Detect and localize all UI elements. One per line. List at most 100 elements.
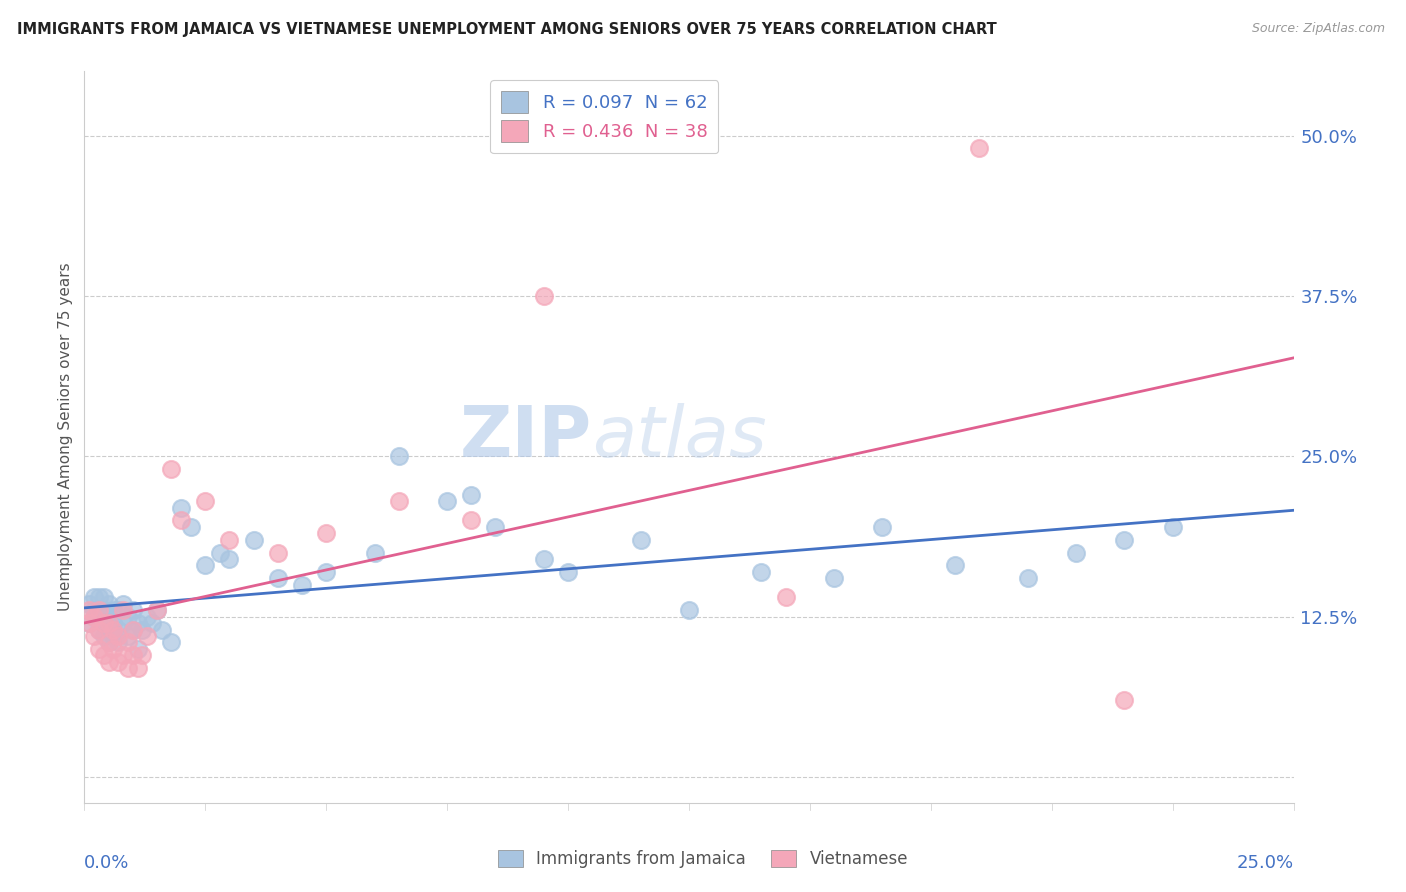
Point <box>194 558 217 573</box>
Point <box>943 558 966 573</box>
Point <box>315 526 337 541</box>
Point <box>83 591 105 605</box>
Point <box>117 661 139 675</box>
Point <box>97 623 120 637</box>
Point <box>93 616 115 631</box>
Point <box>267 545 290 559</box>
Point <box>103 616 125 631</box>
Point <box>103 623 125 637</box>
Point <box>107 635 129 649</box>
Point <box>267 571 290 585</box>
Point <box>97 609 120 624</box>
Point <box>460 488 482 502</box>
Point <box>77 616 100 631</box>
Point <box>112 597 135 611</box>
Point <box>77 616 100 631</box>
Point <box>484 520 506 534</box>
Point <box>150 623 173 637</box>
Point <box>112 648 135 663</box>
Point <box>107 623 129 637</box>
Point <box>107 603 129 617</box>
Point <box>775 591 797 605</box>
Point <box>678 603 700 617</box>
Point <box>97 597 120 611</box>
Point <box>83 609 105 624</box>
Point <box>751 565 773 579</box>
Point <box>823 571 845 585</box>
Point <box>1161 520 1184 534</box>
Point <box>1017 571 1039 585</box>
Point <box>388 450 411 464</box>
Point <box>117 629 139 643</box>
Point <box>121 623 143 637</box>
Point <box>131 648 153 663</box>
Point <box>93 591 115 605</box>
Point <box>107 629 129 643</box>
Point <box>194 494 217 508</box>
Point <box>83 609 105 624</box>
Point <box>97 635 120 649</box>
Text: 0.0%: 0.0% <box>84 854 129 872</box>
Point <box>93 616 115 631</box>
Point <box>533 552 555 566</box>
Point <box>1114 533 1136 547</box>
Point <box>208 545 231 559</box>
Point <box>87 603 110 617</box>
Point <box>83 629 105 643</box>
Point <box>291 577 314 591</box>
Point <box>160 635 183 649</box>
Point <box>557 565 579 579</box>
Point <box>180 520 202 534</box>
Point <box>93 603 115 617</box>
Point <box>97 616 120 631</box>
Point <box>117 635 139 649</box>
Point <box>131 623 153 637</box>
Point <box>436 494 458 508</box>
Point <box>97 655 120 669</box>
Point <box>170 514 193 528</box>
Text: 25.0%: 25.0% <box>1236 854 1294 872</box>
Point <box>107 655 129 669</box>
Point <box>388 494 411 508</box>
Point <box>160 462 183 476</box>
Legend: R = 0.097  N = 62, R = 0.436  N = 38: R = 0.097 N = 62, R = 0.436 N = 38 <box>491 80 718 153</box>
Point <box>127 661 149 675</box>
Point <box>87 623 110 637</box>
Point <box>1064 545 1087 559</box>
Point <box>112 616 135 631</box>
Point <box>103 603 125 617</box>
Point <box>103 641 125 656</box>
Point <box>136 609 159 624</box>
Point <box>363 545 385 559</box>
Point <box>87 591 110 605</box>
Point <box>77 603 100 617</box>
Point <box>170 500 193 515</box>
Point <box>103 629 125 643</box>
Point <box>87 603 110 617</box>
Point <box>87 641 110 656</box>
Point <box>117 609 139 624</box>
Text: atlas: atlas <box>592 402 766 472</box>
Point <box>136 629 159 643</box>
Point <box>218 552 240 566</box>
Point <box>146 603 169 617</box>
Point <box>141 616 163 631</box>
Point <box>315 565 337 579</box>
Point <box>87 623 110 637</box>
Y-axis label: Unemployment Among Seniors over 75 years: Unemployment Among Seniors over 75 years <box>58 263 73 611</box>
Point <box>97 635 120 649</box>
Point <box>127 641 149 656</box>
Point <box>83 603 105 617</box>
Point <box>1114 693 1136 707</box>
Point <box>146 603 169 617</box>
Point <box>77 597 100 611</box>
Text: IMMIGRANTS FROM JAMAICA VS VIETNAMESE UNEMPLOYMENT AMONG SENIORS OVER 75 YEARS C: IMMIGRANTS FROM JAMAICA VS VIETNAMESE UN… <box>17 22 997 37</box>
Point <box>242 533 264 547</box>
Text: Source: ZipAtlas.com: Source: ZipAtlas.com <box>1251 22 1385 36</box>
Point <box>460 514 482 528</box>
Point <box>121 623 143 637</box>
Point <box>93 648 115 663</box>
Point <box>218 533 240 547</box>
Legend: Immigrants from Jamaica, Vietnamese: Immigrants from Jamaica, Vietnamese <box>491 843 915 875</box>
Point <box>967 141 990 155</box>
